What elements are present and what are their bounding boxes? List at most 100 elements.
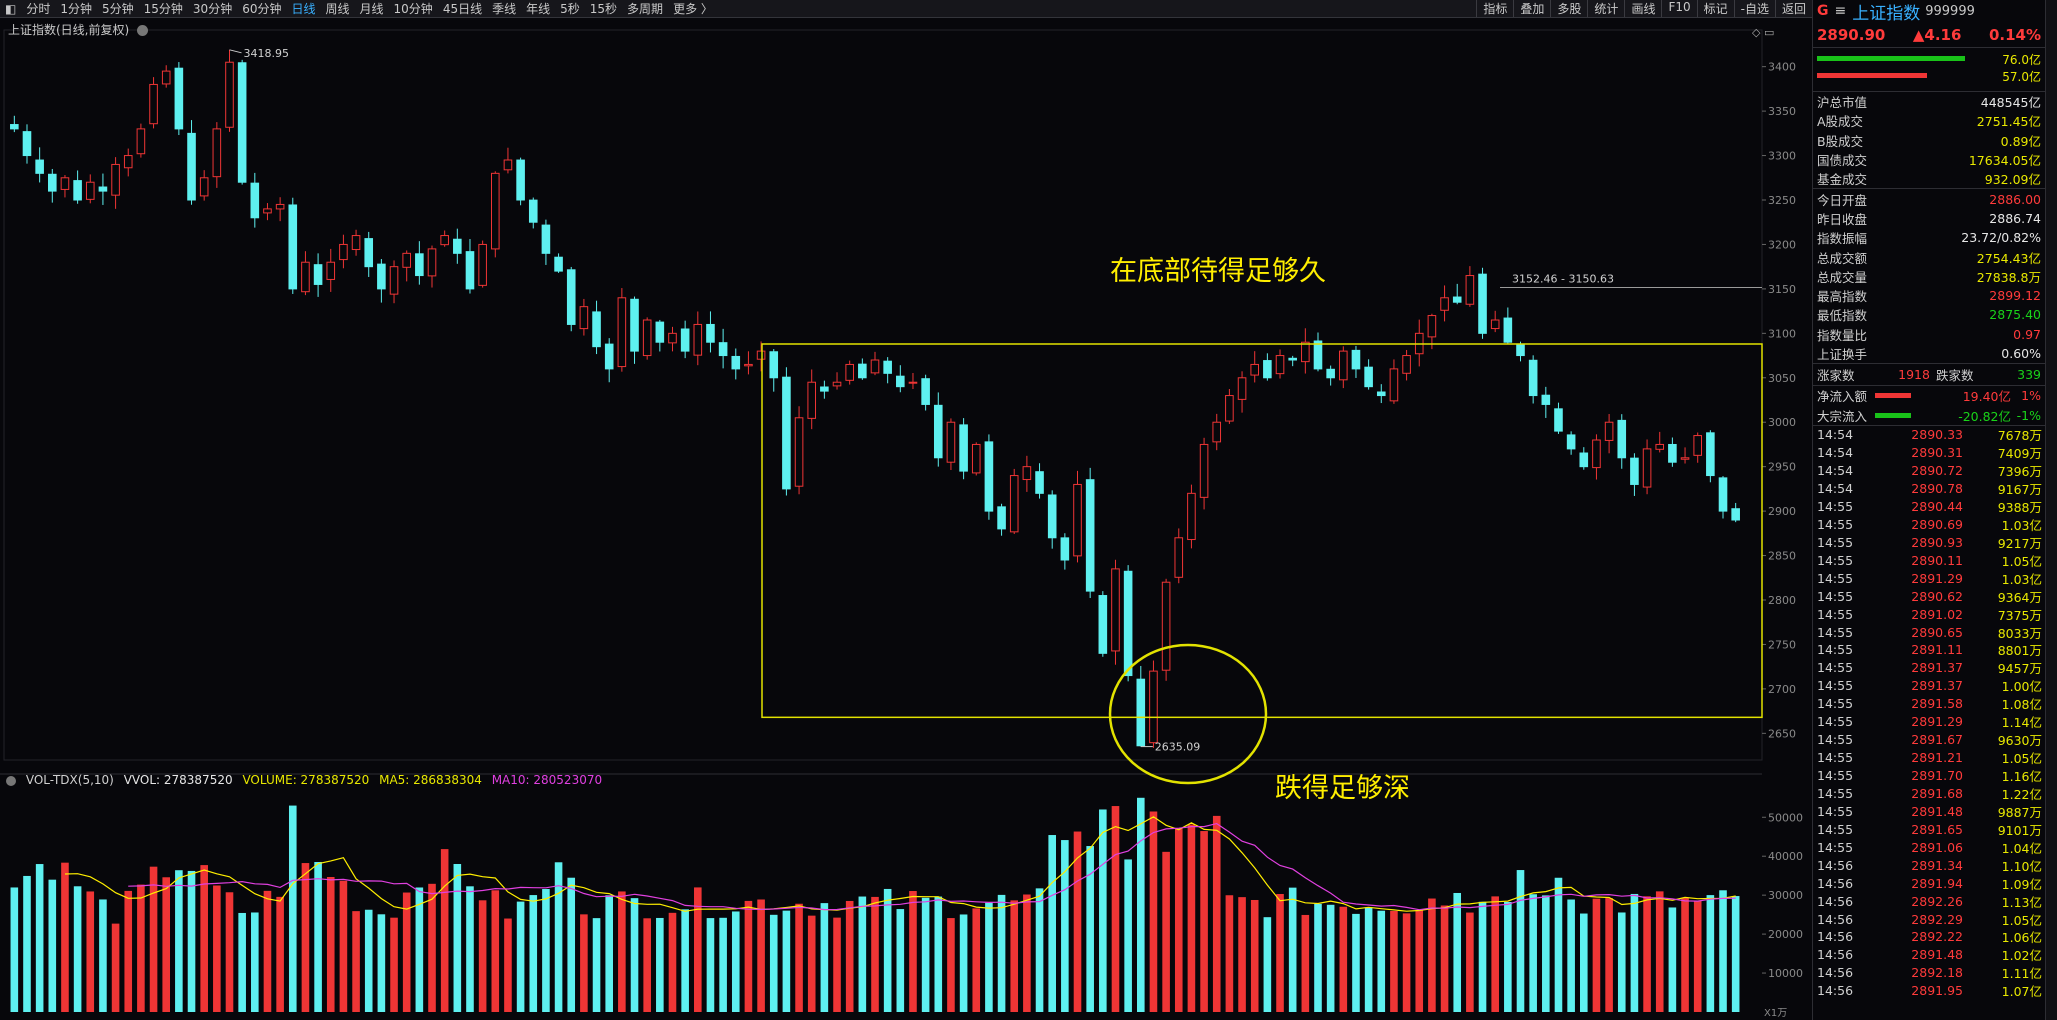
period-tab[interactable]: 30分钟 [192,2,233,16]
volume-unit-label: X1万 [1764,1008,1787,1019]
toolbar-button[interactable]: 统计 [1587,0,1624,17]
volume-bar [453,863,462,1012]
quote-line: 2890.90 ▲4.16 0.14% [1813,22,2045,48]
vvol-value: VVOL: 278387520 [123,773,233,787]
volume-bar [1630,893,1639,1012]
candle-body [453,238,462,254]
candle-body [782,376,791,490]
period-tab[interactable]: 5分钟 [102,2,134,16]
tick-price: 2892.26 [1911,893,1963,909]
volume-bar [288,805,297,1012]
period-tab[interactable]: 15秒 [589,2,618,16]
volume-bar [668,912,677,1012]
candle-body [1617,419,1627,459]
volume-bar [377,914,386,1012]
period-tab[interactable]: 月线 [359,2,384,16]
tick-row: 14:55 2890.62 9364万 [1813,587,2045,605]
price-y-tick-label: 2750 [1768,638,1796,651]
side-scroll-strip[interactable] [2045,0,2057,1020]
candle-body [1111,568,1120,652]
volume-bar [542,889,550,1012]
toolbar-button[interactable]: 返回 [1774,0,1812,17]
period-tab[interactable]: 多周期 [627,2,664,16]
volume-bar [1276,893,1284,1012]
period-tab[interactable]: 季线 [492,2,517,16]
candle-body [60,177,70,190]
volume-bar [1111,806,1120,1012]
candle-body [263,208,272,214]
chart-area[interactable]: 3400 3350 3300 3250 3200 3150 3100 3050 3000 2950… [0,19,1812,1020]
volume-bar [934,896,943,1012]
candle-body [680,328,690,352]
tick-volume: 7375万 [1997,607,2042,623]
flow-label: 净流入额 [1817,389,1868,405]
volume-bar [807,915,816,1012]
flow-pct: 1% [2021,388,2041,404]
toolbar-button[interactable]: 叠加 [1513,0,1550,17]
toolbar-button[interactable]: F10 [1661,0,1696,17]
period-tab[interactable]: 60分钟 [242,2,282,16]
volume-bar [744,900,753,1012]
menu-icon[interactable]: ≡ [1834,3,1847,19]
volume-bar [1592,898,1601,1012]
period-tab[interactable]: 分时 [26,2,51,16]
volume-y-tick-label: 50000 [1768,811,1803,824]
volume-bar [1364,907,1373,1012]
volume-bar [643,918,651,1012]
settings-icon[interactable] [137,25,149,36]
tick-volume: 1.05亿 [2001,553,2042,569]
toolbar-button[interactable]: -自选 [1733,0,1775,17]
tick-price: 2890.11 [1911,552,1963,568]
volume-bar [605,895,614,1012]
tick-time: 14:55 [1817,498,1854,514]
candle-body [1554,408,1563,432]
period-tab[interactable]: 5秒 [560,2,580,16]
period-tab[interactable]: 日线 [291,2,316,16]
price-y-tick-label: 3300 [1768,150,1796,163]
volume-bar [99,899,107,1012]
tick-volume: 7409万 [1997,446,2042,462]
candle-body [1465,275,1475,305]
period-tab[interactable]: 10分钟 [393,2,433,16]
toolbar-button[interactable]: 标记 [1696,0,1734,17]
tick-volume: 1.09亿 [2001,876,2042,892]
period-tab[interactable]: 更多 〉 [673,2,713,16]
tick-time: 14:55 [1817,714,1854,730]
toolbar-menu-icon[interactable]: ◧ [5,1,17,16]
stat-row: 沪总市值 448545亿 [1813,92,2045,111]
candle-body [1718,477,1728,512]
period-tab[interactable]: 周线 [325,2,350,16]
period-tab[interactable]: 45日线 [442,2,483,16]
tick-volume: 1.11亿 [2001,966,2042,982]
index-code: 999999 [1925,3,1975,19]
period-tab[interactable]: 1分钟 [60,2,92,16]
toolbar-button[interactable]: 画线 [1624,0,1661,17]
ma5-line [64,816,1736,912]
tick-row: 14:56 2892.18 1.11亿 [1813,964,2045,982]
volume-bar [364,909,373,1012]
stat-value: 2751.45亿 [1976,114,2041,130]
volume-y-tick-label: 20000 [1768,928,1803,941]
toolbar-button[interactable]: 指标 [1476,0,1513,17]
high-marker [229,49,242,54]
volume-bar [478,900,487,1012]
toolbar-button[interactable]: 多股 [1550,0,1587,17]
volume-settings-icon[interactable] [6,775,16,786]
stat-label: 最低指数 [1817,308,1868,324]
toolbar-right: 指标 叠加 多股 统计 画线 F10 标记 -自选 返回 [1476,0,1812,17]
tick-volume: 8033万 [1997,625,2042,641]
tick-row: 14:55 2891.48 9887万 [1813,802,2045,820]
flow-row: 大宗流入 -20.82亿 -1% [1813,405,2045,424]
price-y-tick-label: 2850 [1768,550,1796,563]
tick-list[interactable]: 14:54 2890.33 7678万 14:54 2890.31 7409万 14:54 2… [1813,426,2045,1000]
tick-row: 14:55 2891.70 1.16亿 [1813,767,2045,785]
price-y-tick-label: 2700 [1768,683,1796,696]
volume-bar [1314,903,1322,1012]
stat-value: 2886.00 [1989,191,2041,207]
period-tab[interactable]: 年线 [526,2,551,16]
price-y-tick-label: 2800 [1768,594,1796,607]
volume-bar [10,887,19,1012]
tick-time: 14:55 [1817,624,1854,640]
group-badge[interactable]: G [1817,3,1829,19]
period-tab[interactable]: 15分钟 [143,2,183,16]
